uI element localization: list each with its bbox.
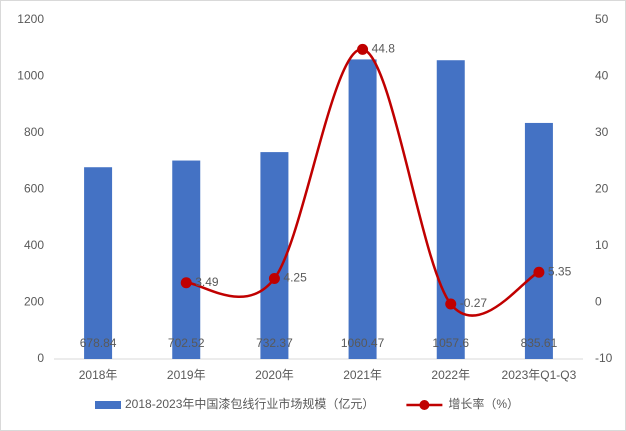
legend-swatch bbox=[95, 401, 121, 409]
y-tick-label: 1000 bbox=[17, 69, 44, 83]
x-tick-label: 2018年 bbox=[79, 368, 118, 382]
line-value-label: -0.27 bbox=[460, 296, 488, 310]
y-tick-label: 1200 bbox=[17, 12, 44, 26]
legend-label: 增长率（%） bbox=[448, 396, 519, 411]
y2-tick-label: 0 bbox=[595, 295, 602, 309]
legend-label: 2018-2023年中国漆包线行业市场规模（亿元） bbox=[125, 396, 374, 411]
y-tick-label: 800 bbox=[24, 125, 44, 139]
line-marker bbox=[445, 298, 457, 310]
x-tick-label: 2022年 bbox=[431, 368, 470, 382]
y2-tick-label: 40 bbox=[595, 69, 609, 83]
bar bbox=[524, 122, 553, 359]
bar bbox=[84, 167, 113, 359]
bar bbox=[348, 59, 377, 359]
bar-value-label: 702.52 bbox=[168, 336, 205, 350]
x-tick-label: 2023年Q1-Q3 bbox=[502, 368, 577, 382]
bar-value-label: 1057.6 bbox=[432, 336, 469, 350]
x-tick-label: 2020年 bbox=[255, 368, 294, 382]
x-tick-label: 2019年 bbox=[167, 368, 206, 382]
y2-tick-label: 50 bbox=[595, 12, 609, 26]
y2-tick-label: 30 bbox=[595, 125, 609, 139]
line-value-label: 44.8 bbox=[372, 42, 396, 56]
x-tick-label: 2021年 bbox=[343, 368, 382, 382]
y-tick-label: 600 bbox=[24, 182, 44, 196]
y-tick-label: 400 bbox=[24, 238, 44, 252]
y2-tick-label: 10 bbox=[595, 238, 609, 252]
bar-value-label: 732.37 bbox=[256, 336, 293, 350]
line-value-label: 3.49 bbox=[195, 275, 219, 289]
bar-value-label: 835.61 bbox=[521, 336, 558, 350]
y-tick-label: 0 bbox=[37, 351, 44, 365]
line-marker bbox=[533, 266, 545, 278]
bar-value-label: 678.84 bbox=[80, 336, 117, 350]
line-marker bbox=[357, 43, 369, 55]
line-value-label: 5.35 bbox=[548, 264, 572, 278]
y-tick-label: 200 bbox=[24, 295, 44, 309]
line-value-label: 4.25 bbox=[283, 271, 307, 285]
y2-tick-label: 20 bbox=[595, 182, 609, 196]
bar bbox=[172, 160, 201, 359]
line-marker bbox=[180, 277, 192, 289]
bar-value-label: 1060.47 bbox=[341, 336, 385, 350]
line-marker bbox=[268, 272, 280, 284]
y2-tick-label: -10 bbox=[595, 351, 613, 365]
bar bbox=[436, 60, 465, 360]
bar bbox=[260, 152, 289, 359]
legend-marker bbox=[419, 400, 430, 410]
